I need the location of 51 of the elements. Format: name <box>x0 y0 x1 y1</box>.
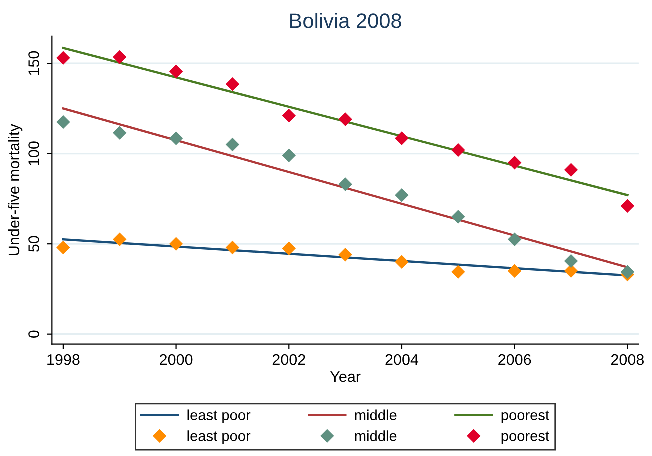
x-tick-label: 2000 <box>160 354 193 366</box>
point <box>113 126 126 140</box>
point <box>170 132 183 146</box>
point <box>282 109 296 122</box>
y-tick-label: 100 <box>28 142 40 166</box>
x-tick-label: 2008 <box>611 354 644 366</box>
legend-label: least poor <box>188 430 251 444</box>
point <box>113 50 126 64</box>
y-axis-title: Under-five mortality <box>8 124 23 256</box>
point <box>282 242 296 256</box>
point <box>113 232 126 246</box>
legend-label: poorest <box>502 432 550 444</box>
point <box>452 265 465 279</box>
chart-title: Bolivia 2008 <box>290 13 402 28</box>
point <box>226 241 240 254</box>
point <box>564 254 578 268</box>
point <box>395 188 409 202</box>
x-axis-title: Year <box>330 372 361 382</box>
point <box>508 232 522 246</box>
x-tick-label: 2006 <box>498 354 532 366</box>
x-tick-label: 2002 <box>272 354 306 366</box>
legend-label: least poor <box>188 410 251 424</box>
point <box>56 116 70 129</box>
point <box>395 132 409 146</box>
legend-label: poorest <box>502 410 550 424</box>
point <box>170 65 183 78</box>
point <box>508 156 522 170</box>
point <box>564 264 578 278</box>
x-tick-label: 2004 <box>386 354 419 366</box>
point <box>508 264 522 278</box>
point <box>226 78 240 91</box>
x-tick-label: 1998 <box>48 354 80 366</box>
legend-label: middle <box>355 430 397 442</box>
point <box>56 241 70 254</box>
point <box>395 256 409 269</box>
y-tick-label: 0 <box>28 330 40 338</box>
point <box>282 149 296 162</box>
point <box>621 200 634 213</box>
point <box>452 210 465 224</box>
point <box>56 52 70 65</box>
y-tick-label: 150 <box>28 51 40 76</box>
y-tick-label: 50 <box>28 236 40 252</box>
point <box>452 144 465 157</box>
point <box>338 248 352 262</box>
point <box>226 138 240 152</box>
legend-label: middle <box>355 410 397 420</box>
point <box>621 265 634 279</box>
point <box>564 163 578 177</box>
point <box>170 238 183 251</box>
point <box>338 178 352 192</box>
point <box>338 112 352 126</box>
